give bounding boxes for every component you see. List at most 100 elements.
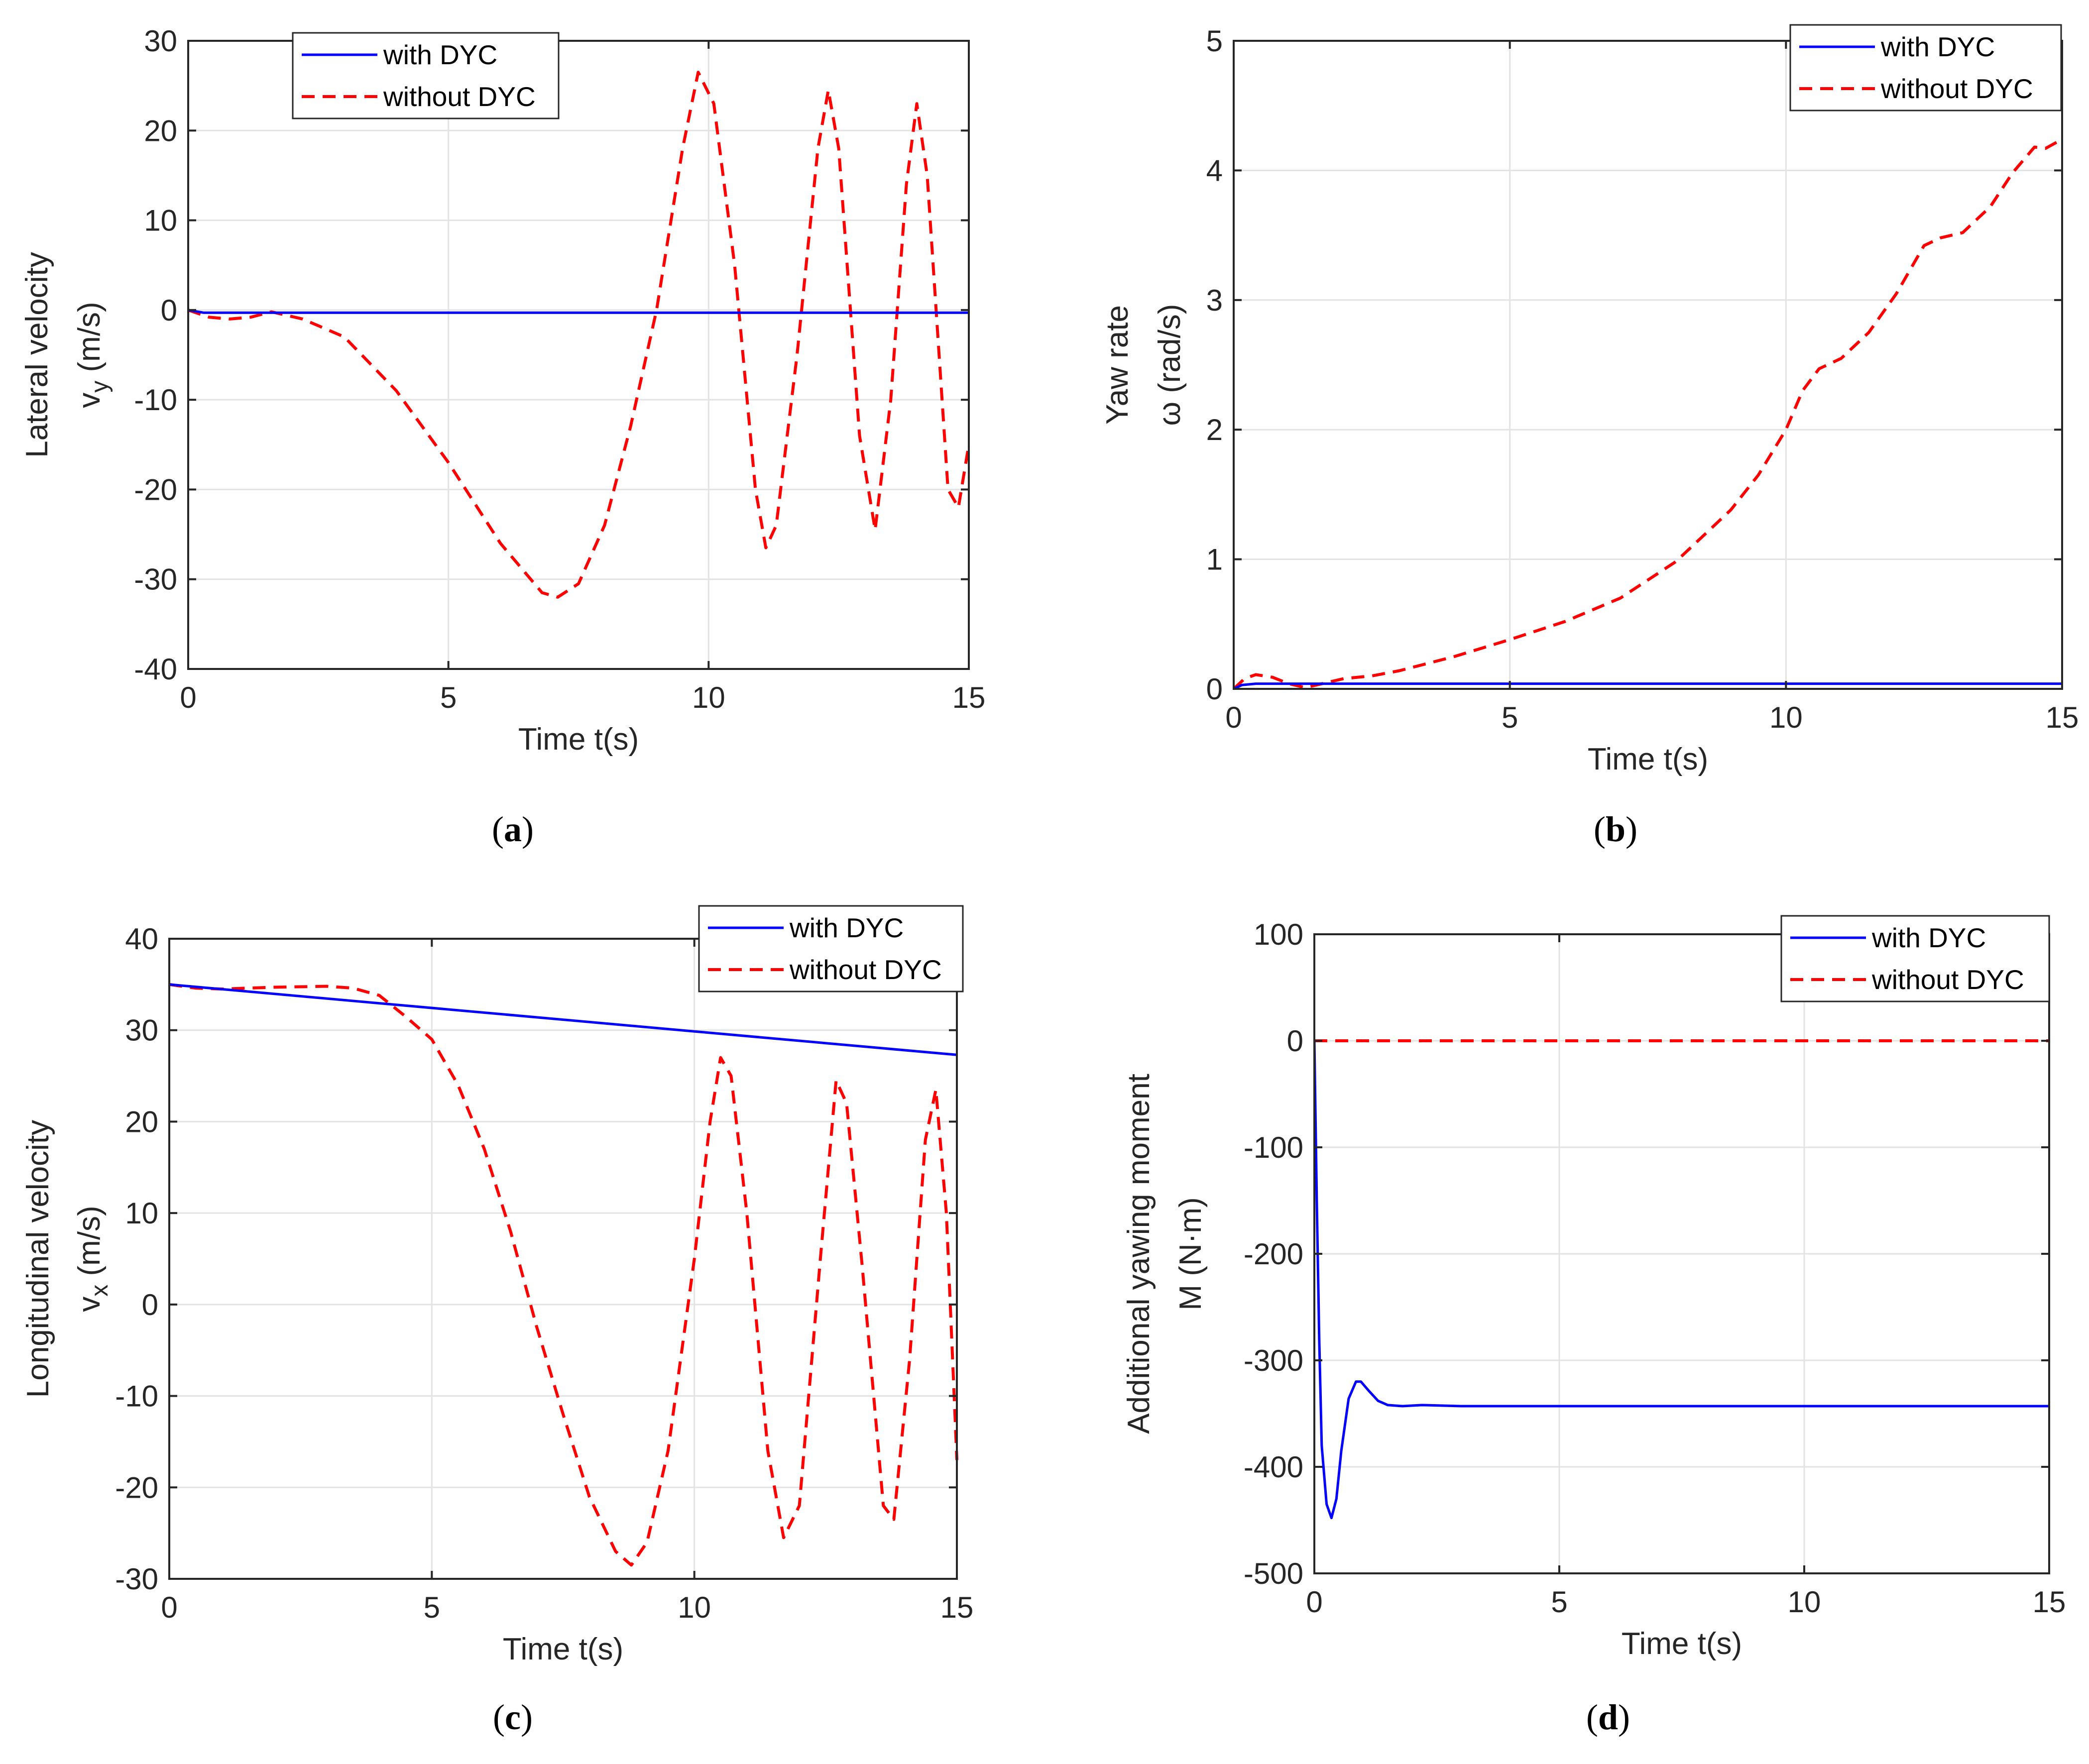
y-axis-symbol: v <box>72 393 107 408</box>
plot-area <box>1234 41 2062 689</box>
y-axis-unit: vx (m/s) <box>72 1206 113 1312</box>
axes-frame <box>187 40 970 670</box>
y-tick-label: 0 <box>1287 1024 1303 1058</box>
y-tick-label: 20 <box>144 114 177 147</box>
x-tick-label: 0 <box>180 681 196 714</box>
y-tick-label: -200 <box>1244 1237 1303 1271</box>
caption-open: ( <box>1586 1697 1598 1737</box>
panel-caption: (d) <box>1586 1697 1630 1737</box>
x-tick-label: 10 <box>1769 701 1803 734</box>
y-axis-unit-text: (m/s) <box>72 1206 107 1284</box>
x-axis-label: Time t(s) <box>1588 742 1708 776</box>
plot-area <box>169 939 957 1579</box>
y-tick-label: 40 <box>125 922 158 956</box>
panel-caption: (b) <box>1594 809 1637 849</box>
y-tick-label: 4 <box>1206 154 1223 187</box>
y-tick-label: 100 <box>1254 918 1303 951</box>
chart-b: 0 5 10 15 0 1 2 3 4 5 Time t(s) Yaw rate ω (rad/s) wi… <box>1100 24 2079 849</box>
y-axis-subscript: y <box>87 381 113 393</box>
caption-close: ) <box>1625 809 1637 849</box>
y-axis-label: Yaw rate <box>1100 305 1135 425</box>
legend-label-without: without DYC <box>1880 73 2033 104</box>
x-axis-label: Time t(s) <box>503 1632 623 1666</box>
x-tick-label: 5 <box>1502 701 1518 734</box>
x-tick-label: 15 <box>2033 1585 2066 1619</box>
panel-caption: (c) <box>493 1697 533 1737</box>
caption-close: ) <box>1618 1697 1630 1737</box>
chart-c: 0 5 10 15 -30 -20 -10 0 10 20 30 40 Time t(s) Longitu… <box>21 905 974 1737</box>
y-tick-label: 0 <box>1206 672 1223 706</box>
x-tick-label: 15 <box>940 1591 974 1624</box>
y-tick-label: 1 <box>1206 543 1223 576</box>
y-tick-label: 20 <box>125 1105 158 1138</box>
caption-letter: a <box>504 809 522 849</box>
legend: with DYC without DYC <box>292 32 560 119</box>
panel-caption: (a) <box>492 809 534 849</box>
y-tick-label: 10 <box>144 204 177 237</box>
legend: with DYC without DYC <box>698 905 964 992</box>
x-tick-label: 15 <box>952 681 986 714</box>
y-axis-subscript: x <box>87 1285 113 1297</box>
axes-frame <box>1233 40 2063 690</box>
series-line-with-dyc <box>188 309 969 314</box>
y-axis-label: Additional yawing moment <box>1122 1074 1156 1434</box>
y-tick-label: -500 <box>1244 1557 1303 1590</box>
y-tick-label: -100 <box>1244 1131 1303 1164</box>
series-line-without-dyc <box>1234 138 2063 690</box>
x-tick-label: 5 <box>1551 1585 1567 1619</box>
y-tick-label: 10 <box>125 1197 158 1230</box>
legend-box <box>1780 915 2050 1002</box>
x-axis-label: Time t(s) <box>1622 1627 1742 1661</box>
y-axis-unit-text: (m/s) <box>72 302 107 380</box>
y-tick-label: 3 <box>1206 284 1223 317</box>
chart-d: 0 5 10 15 -500 -400 -300 -200 -100 0 100 Time t(s) A… <box>1122 915 2066 1737</box>
y-tick-label: -20 <box>134 473 177 506</box>
legend-box <box>1789 24 2062 111</box>
series-line-without-dyc <box>188 71 970 599</box>
y-axis-symbol: v <box>72 1297 107 1312</box>
y-tick-label: -30 <box>115 1562 158 1596</box>
legend-label-with: with DYC <box>1871 922 1986 953</box>
x-tick-label: 10 <box>678 1591 711 1624</box>
legend-label-with: with DYC <box>1880 31 1995 62</box>
x-tick-label: 0 <box>161 1591 177 1624</box>
series-line-with-dyc <box>1234 682 2062 690</box>
y-tick-label: -300 <box>1244 1344 1303 1377</box>
y-tick-label: -20 <box>115 1471 158 1504</box>
y-tick-label: -10 <box>115 1380 158 1413</box>
y-tick-label: -400 <box>1244 1450 1303 1484</box>
legend-box <box>698 905 964 992</box>
x-tick-label: 0 <box>1225 701 1242 734</box>
legend: with DYC without DYC <box>1780 915 2050 1002</box>
y-axis-label: Lateral velocity <box>20 252 54 458</box>
caption-close: ) <box>521 1697 533 1737</box>
x-tick-label: 10 <box>692 681 725 714</box>
x-tick-label: 0 <box>1306 1585 1322 1619</box>
y-tick-label: 2 <box>1206 413 1223 446</box>
y-axis-unit: ω (rad/s) <box>1153 304 1187 426</box>
series-line-with-dyc <box>169 983 957 1056</box>
legend: with DYC without DYC <box>1789 24 2062 111</box>
axes-frame <box>168 938 958 1580</box>
y-tick-label: -10 <box>134 383 177 417</box>
caption-open: ( <box>1594 809 1606 849</box>
y-axis-unit: vy (m/s) <box>72 302 113 408</box>
y-tick-label: -40 <box>134 653 177 686</box>
caption-open: ( <box>492 809 504 849</box>
y-tick-label: 30 <box>144 24 177 58</box>
legend-box <box>292 32 560 119</box>
caption-open: ( <box>493 1697 505 1737</box>
legend-label-with: with DYC <box>789 912 904 943</box>
y-tick-label: 0 <box>142 1288 158 1322</box>
x-tick-label: 10 <box>1788 1585 1821 1619</box>
y-axis-label: Longitudinal velocity <box>21 1120 55 1398</box>
chart-a: 0 5 10 15 -40 -30 -20 -10 0 10 20 30 Time t(s) Latera… <box>20 24 985 849</box>
caption-letter: b <box>1606 809 1625 849</box>
y-tick-label: 30 <box>125 1014 158 1047</box>
x-tick-label: 15 <box>2046 701 2079 734</box>
x-tick-label: 5 <box>440 681 457 714</box>
legend-label-without: without DYC <box>789 954 942 985</box>
y-tick-label: 5 <box>1206 24 1223 58</box>
y-tick-label: -30 <box>134 563 177 596</box>
